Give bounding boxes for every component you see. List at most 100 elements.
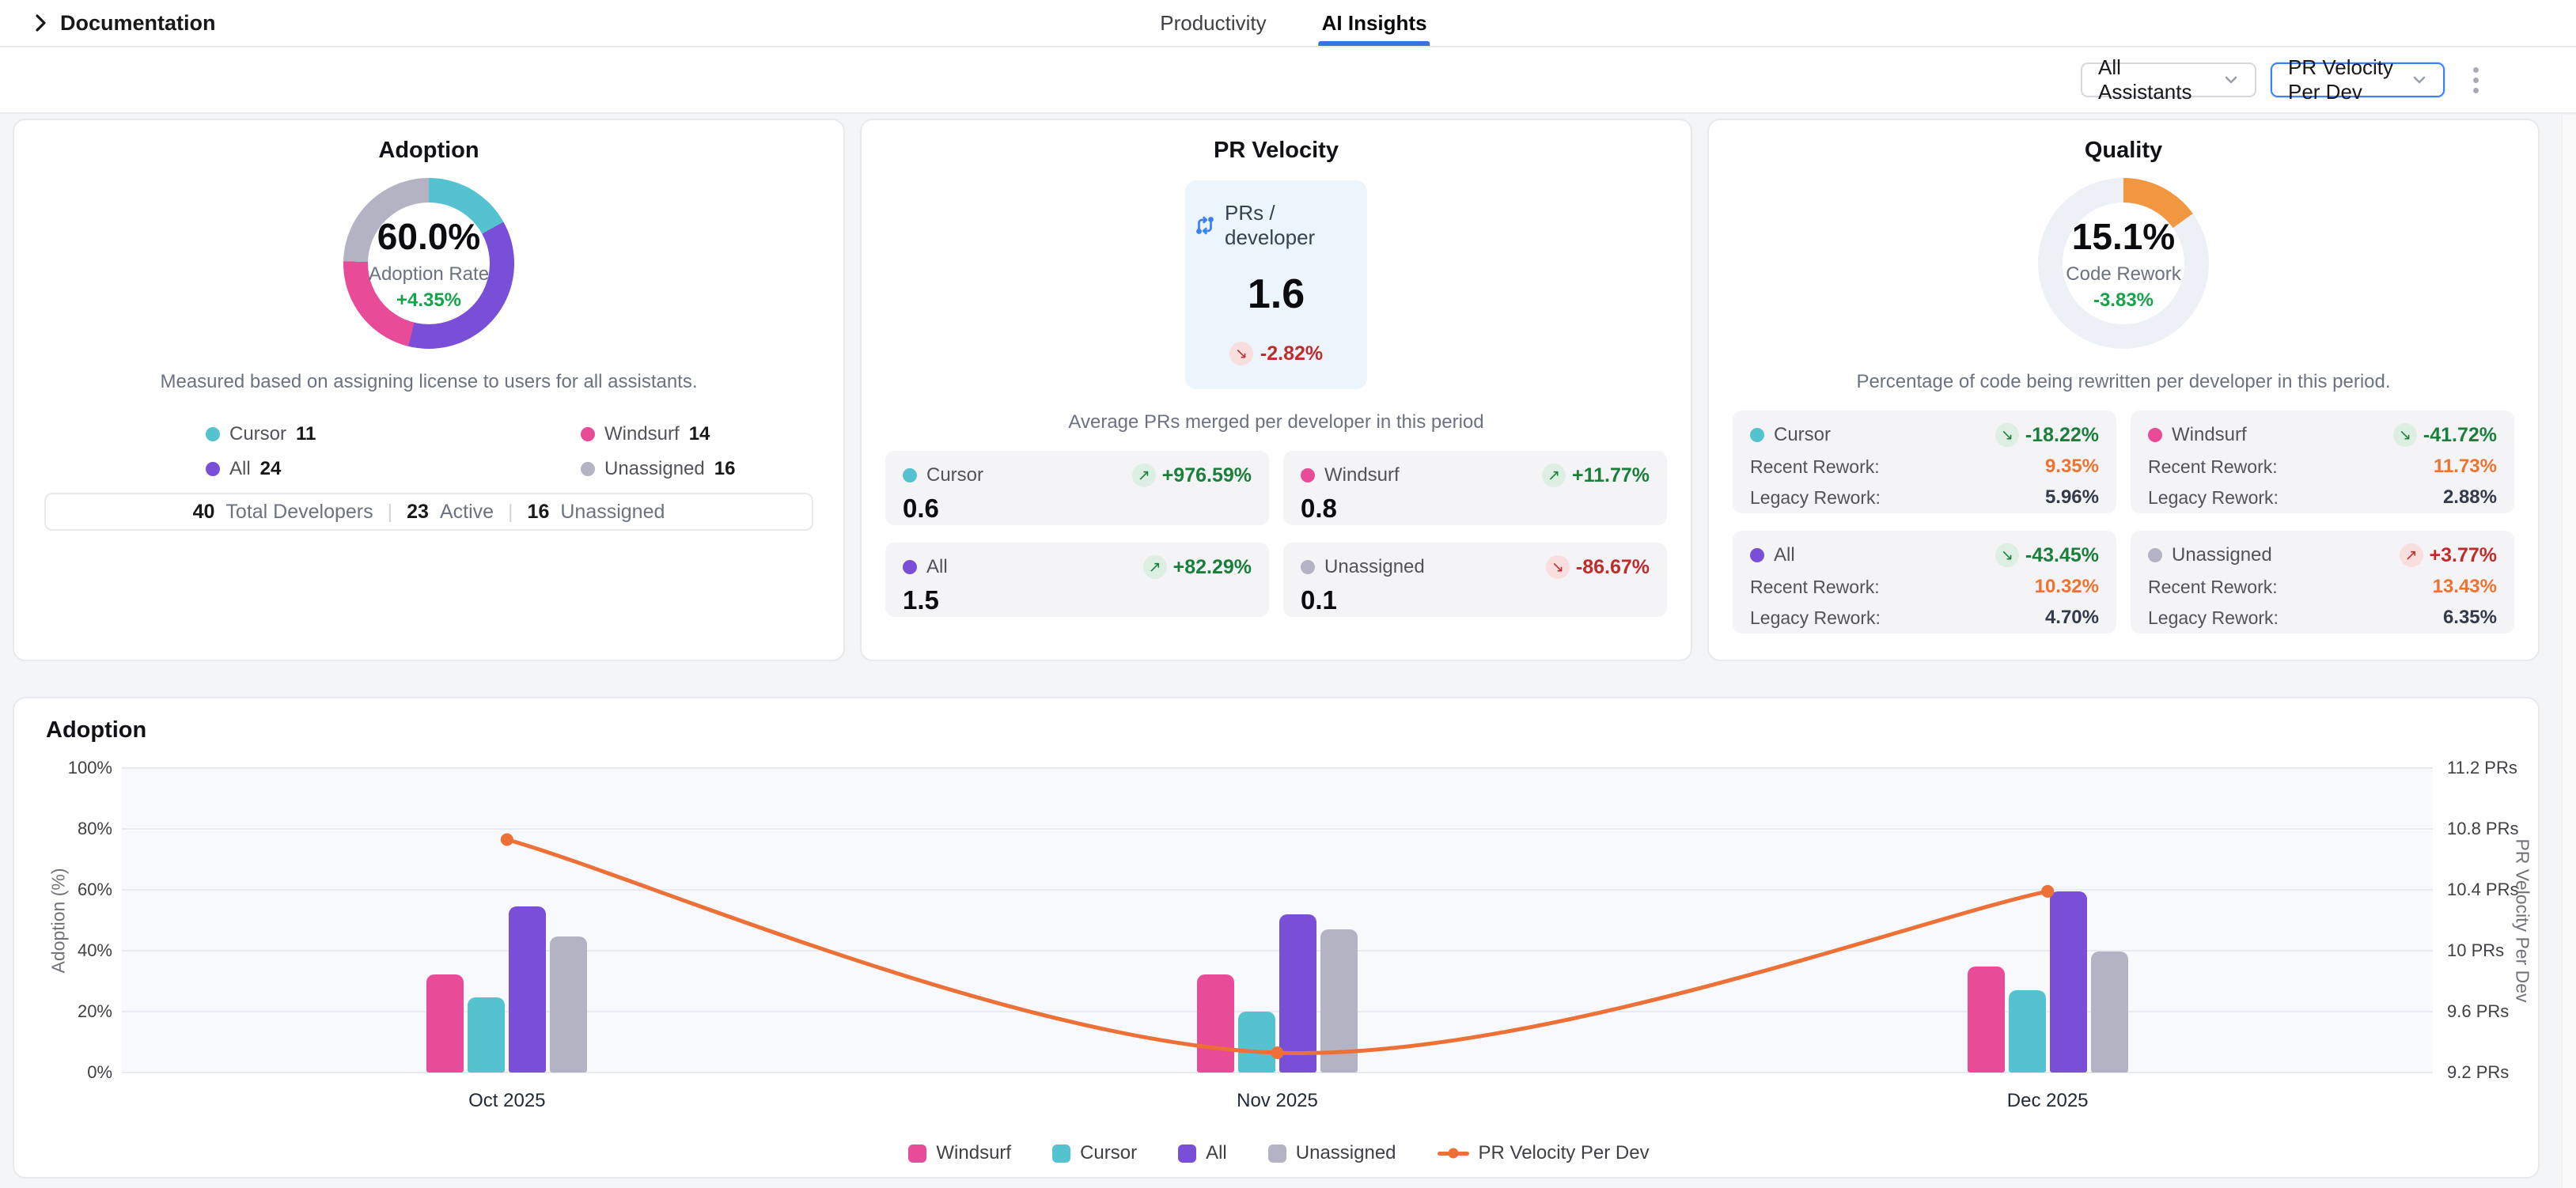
trend-down-icon: ↘ <box>1545 555 1570 579</box>
right-axis-tick: 10.4 PRs <box>2447 880 2519 899</box>
trend-down-icon: ↘ <box>1995 543 2019 567</box>
gridline <box>122 767 2433 769</box>
pr-tile-windsurf: Windsurf ↗ +11.77% 0.8 <box>1283 451 1667 525</box>
quality-tile-unassigned: Unassigned ↗ +3.77% Recent Rework: 13.43% … <box>2131 531 2514 634</box>
right-axis-tick: 10.8 PRs <box>2447 819 2519 838</box>
chart-bar-cursor-dec-2025[interactable] <box>2008 990 2046 1073</box>
legend-item-pr-velocity-per-dev[interactable]: PR Velocity Per Dev <box>1437 1142 1650 1164</box>
legend-label: Cursor <box>1080 1142 1138 1163</box>
more-options-icon[interactable] <box>2462 62 2489 97</box>
dashboard-content: Adoption 60.0% Adoption Rate +4.35% Meas… <box>0 114 2576 1179</box>
quality-donut-chart[interactable]: 15.1% Code Rework -3.83% <box>2038 178 2209 349</box>
gridline <box>122 1072 2433 1073</box>
adoption-trend-chart: 0% 9.2 PRs 20% 9.6 PRs 40% 10 PRs 60% 10.4 PRs 8… <box>14 698 2538 1177</box>
left-axis-tick: 40% <box>77 940 112 960</box>
git-pull-request-icon <box>1193 214 1217 237</box>
adoption-description: Measured based on assigning license to u… <box>160 371 698 392</box>
chart-bar-windsurf-oct-2025[interactable] <box>426 974 464 1073</box>
metric-select[interactable]: PR Velocity Per Dev <box>2271 55 2445 104</box>
vertical-scrollbar[interactable] <box>2562 115 2576 1188</box>
legend-item-unassigned[interactable]: Unassigned <box>1267 1142 1396 1164</box>
windsurf-color-dot <box>1301 468 1315 482</box>
chevron-down-icon <box>2410 70 2429 89</box>
left-axis-title: Adoption (%) <box>47 868 69 973</box>
legend-item-unassigned: Unassigned 16 <box>581 458 843 480</box>
quality-tiles: Cursor ↘ -18.22% Recent Rework: 9.35% Lega… <box>1733 411 2514 634</box>
trend-up-icon: ↗ <box>1541 463 1566 487</box>
x-axis-label: Dec 2025 <box>2006 1090 2089 1111</box>
chart-bar-windsurf-dec-2025[interactable] <box>1967 967 2005 1073</box>
chart-bar-all-dec-2025[interactable] <box>2049 891 2087 1073</box>
legend-label: All <box>1206 1142 1227 1163</box>
chart-bar-windsurf-nov-2025[interactable] <box>1197 974 1234 1073</box>
trend-up-icon: ↗ <box>1142 555 1167 579</box>
quality-tile-windsurf: Windsurf ↘ -41.72% Recent Rework: 11.73% L… <box>2131 411 2514 513</box>
cursor-color-dot <box>903 468 917 482</box>
legend-item-all: All 24 <box>206 458 581 480</box>
legend-swatch <box>908 1144 927 1163</box>
legend-label: Windsurf <box>936 1142 1012 1163</box>
developer-summary-bar: 40 Total Developers | 23 Active | 16 Unassi… <box>44 493 813 531</box>
quality-tile-cursor: Cursor ↘ -18.22% Recent Rework: 9.35% Lega… <box>1733 411 2116 513</box>
tab-productivity[interactable]: Productivity <box>1160 10 1267 35</box>
kpi-cards-row: Adoption 60.0% Adoption Rate +4.35% Meas… <box>13 119 2540 661</box>
unassigned-color-dot <box>581 462 595 476</box>
pr-tile-all: All ↗ +82.29% 1.5 <box>885 543 1269 617</box>
right-axis-tick: 11.2 PRs <box>2447 758 2517 777</box>
tab-ai-insights[interactable]: AI Insights <box>1318 0 1430 46</box>
right-axis-tick: 10 PRs <box>2447 940 2505 960</box>
adoption-rate-value: 60.0% <box>377 216 481 257</box>
legend-label: Unassigned <box>1295 1142 1396 1163</box>
all-color-dot <box>206 462 220 476</box>
quality-tile-all: All ↘ -43.45% Recent Rework: 10.32% Legacy… <box>1733 531 2116 634</box>
code-rework-trend: -3.83% <box>2093 289 2154 311</box>
chart-bar-unassigned-dec-2025[interactable] <box>2090 952 2128 1073</box>
chart-bar-cursor-nov-2025[interactable] <box>1238 1012 1275 1073</box>
chart-bar-unassigned-nov-2025[interactable] <box>1320 929 1358 1073</box>
chart-bar-all-nov-2025[interactable] <box>1279 914 1316 1073</box>
code-rework-label: Code Rework <box>2066 263 2181 285</box>
chart-legend: Windsurf Cursor All Unassigned PR Velocity P… <box>14 1142 2544 1164</box>
adoption-card: Adoption 60.0% Adoption Rate +4.35% Meas… <box>13 119 845 661</box>
legend-item-cursor: Cursor 11 <box>206 423 581 445</box>
tab-bar: Productivity AI Insights <box>1157 0 1430 46</box>
chart-bar-unassigned-oct-2025[interactable] <box>550 936 588 1073</box>
windsurf-color-dot <box>2148 428 2162 442</box>
all-color-dot <box>903 560 917 574</box>
trend-up-icon: ↗ <box>2399 543 2423 567</box>
legend-swatch <box>1178 1144 1197 1163</box>
legend-item-all[interactable]: All <box>1178 1142 1227 1164</box>
pr-velocity-description: Average PRs merged per developer in this… <box>1068 411 1484 433</box>
breadcrumb-label: Documentation <box>60 10 216 35</box>
legend-line-marker <box>1437 1148 1469 1159</box>
legend-item-windsurf[interactable]: Windsurf <box>908 1142 1011 1164</box>
cursor-color-dot <box>1750 428 1764 442</box>
chart-title: Adoption <box>46 717 147 743</box>
trend-down-icon: ↘ <box>1995 423 2019 447</box>
pr-velocity-card: PR Velocity PRs / developer <box>860 119 1692 661</box>
legend-item-cursor[interactable]: Cursor <box>1052 1142 1137 1164</box>
gridline <box>122 889 2433 891</box>
legend-item-windsurf: Windsurf 14 <box>581 423 843 445</box>
quality-card-title: Quality <box>2084 138 2163 163</box>
left-axis-tick: 0% <box>87 1062 112 1082</box>
right-axis-title: PR Velocity Per Dev <box>2512 838 2533 1003</box>
assistants-select[interactable]: All Assistants <box>2081 55 2256 104</box>
pr-tile-cursor: Cursor ↗ +976.59% 0.6 <box>885 451 1269 525</box>
trend-down-icon: ↘ <box>1229 342 1253 365</box>
code-rework-value: 15.1% <box>2071 216 2176 257</box>
metric-select-value: PR Velocity Per Dev <box>2288 55 2393 104</box>
cursor-color-dot <box>206 427 220 441</box>
metric-trend: ↘ -2.82% <box>1229 342 1323 365</box>
pr-tile-unassigned: Unassigned ↘ -86.67% 0.1 <box>1283 543 1667 617</box>
trend-down-icon: ↘ <box>2392 423 2417 447</box>
chevron-right-icon <box>30 13 51 33</box>
chevron-down-icon <box>2222 70 2241 89</box>
adoption-donut-chart[interactable]: 60.0% Adoption Rate +4.35% <box>343 178 514 349</box>
adoption-rate-trend: +4.35% <box>396 289 462 311</box>
breadcrumb[interactable]: Documentation <box>0 11 216 36</box>
chart-bar-cursor-oct-2025[interactable] <box>468 997 506 1073</box>
right-axis-tick: 9.2 PRs <box>2447 1062 2510 1082</box>
left-axis-tick: 20% <box>77 1001 112 1021</box>
chart-bar-all-oct-2025[interactable] <box>509 906 547 1073</box>
